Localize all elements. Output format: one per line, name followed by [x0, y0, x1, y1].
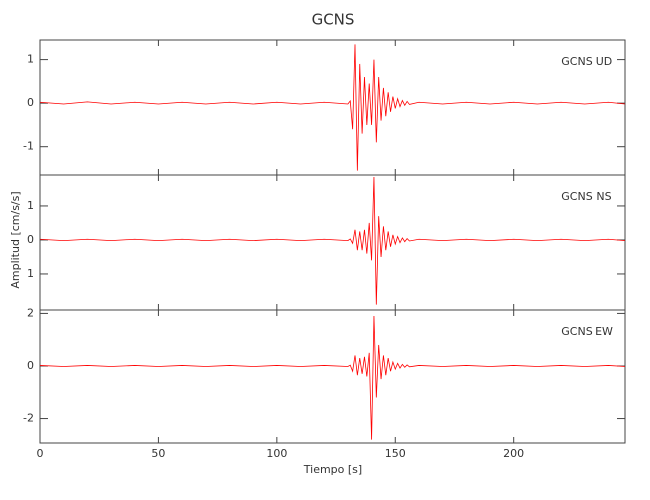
- y-tick-label: 1: [27, 199, 34, 212]
- y-tick-label: 1: [27, 53, 34, 66]
- y-tick-label: -2: [23, 412, 34, 425]
- panel-station: GCNS: [561, 325, 592, 338]
- x-tick-label: 50: [151, 447, 165, 460]
- x-tick-label: 0: [37, 447, 44, 460]
- y-axis-label: Amplitud [cm/s/s]: [9, 191, 22, 288]
- x-tick-label: 100: [266, 447, 287, 460]
- chart-title: GCNS: [312, 11, 355, 29]
- y-tick-label: 2: [27, 306, 34, 319]
- panel-component: UD: [596, 55, 613, 68]
- x-tick-label: 150: [385, 447, 406, 460]
- x-tick-label: 200: [503, 447, 524, 460]
- panel-component: NS: [596, 190, 611, 203]
- y-tick-label: 0: [27, 96, 34, 109]
- panel-station: GCNS: [561, 55, 592, 68]
- y-tick-label: 1: [27, 267, 34, 280]
- panel-component: EW: [595, 325, 613, 338]
- x-axis-label: Tiempo [s]: [303, 463, 362, 476]
- panel-station: GCNS: [561, 190, 592, 203]
- waveform: [39, 177, 626, 305]
- waveform: [39, 44, 626, 171]
- panel-frame: [39, 174, 626, 311]
- y-tick-label: 0: [27, 359, 34, 372]
- panel-frame: [39, 39, 626, 176]
- panel-frame: [39, 309, 626, 444]
- y-tick-label: 0: [27, 233, 34, 246]
- waveform: [39, 316, 626, 440]
- y-tick-label: -1: [23, 140, 34, 153]
